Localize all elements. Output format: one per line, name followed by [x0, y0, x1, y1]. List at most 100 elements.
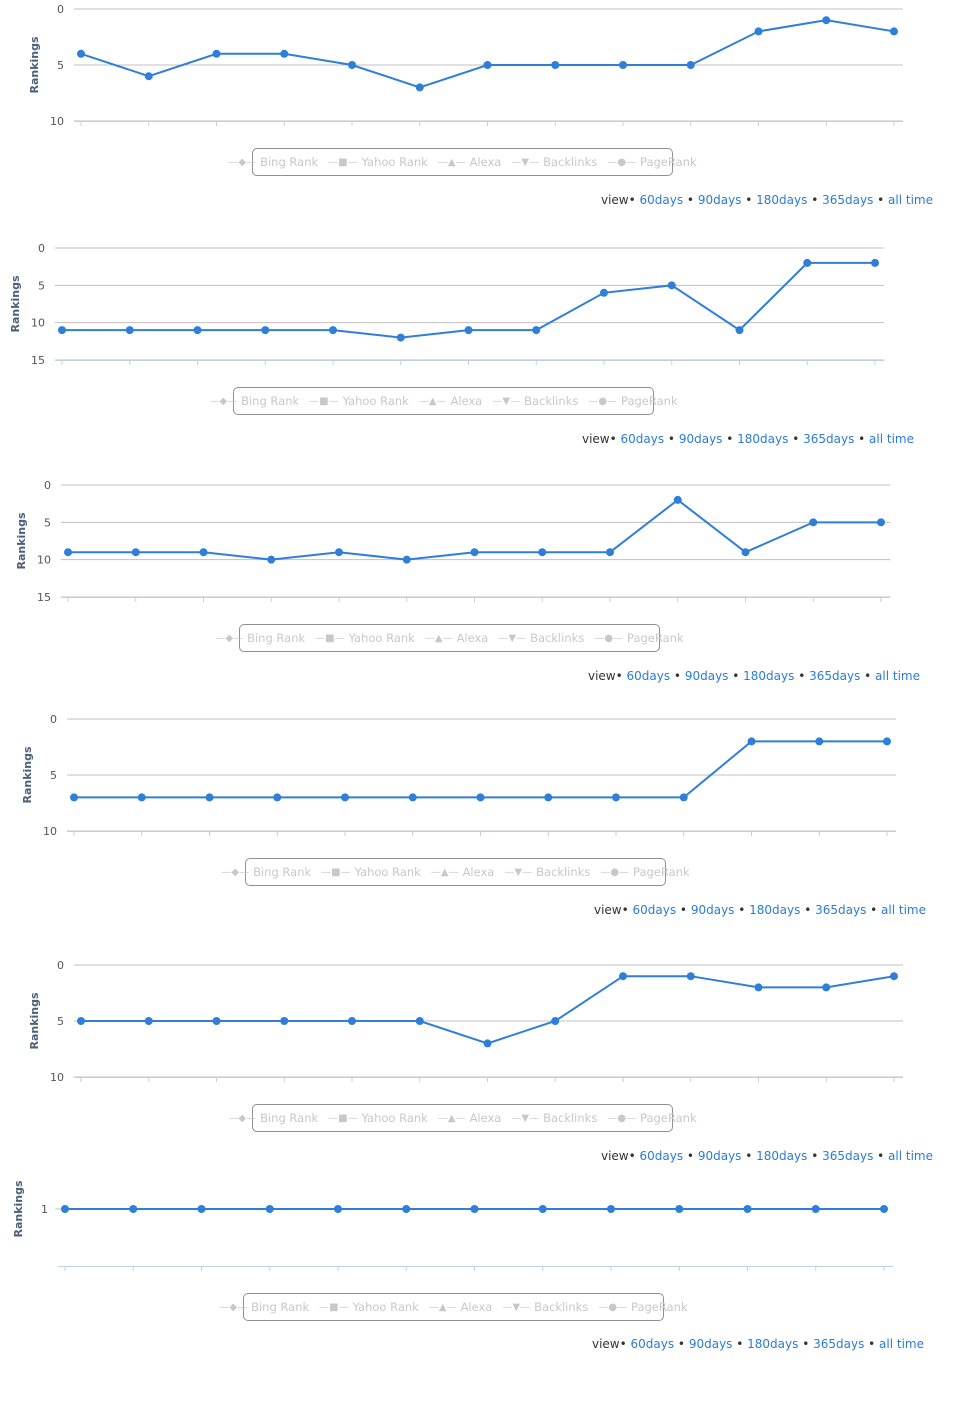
- legend-item[interactable]: —▼— Backlinks: [498, 631, 584, 645]
- data-point[interactable]: [137, 793, 146, 802]
- view-link-365days[interactable]: 365days: [803, 432, 855, 446]
- legend-item[interactable]: —■— Yahoo Rank: [319, 1300, 419, 1314]
- data-point[interactable]: [129, 1205, 138, 1213]
- legend-item[interactable]: —●— PageRank: [588, 394, 677, 408]
- legend-item[interactable]: —▲— Alexa: [425, 631, 489, 645]
- data-point[interactable]: [673, 495, 682, 504]
- legend-item[interactable]: —●— PageRank: [600, 865, 689, 879]
- data-point[interactable]: [61, 1205, 69, 1213]
- data-point[interactable]: [261, 326, 270, 335]
- legend-item[interactable]: —●— PageRank: [607, 1111, 696, 1125]
- view-link-90days[interactable]: 90days: [690, 903, 735, 917]
- data-point[interactable]: [265, 1205, 274, 1213]
- view-link-365days[interactable]: 365days: [822, 1149, 874, 1163]
- data-point[interactable]: [811, 1205, 820, 1213]
- data-point[interactable]: [476, 793, 485, 802]
- data-point[interactable]: [334, 1205, 342, 1213]
- legend-item[interactable]: —◆— Bing Rank: [228, 1111, 318, 1125]
- data-point[interactable]: [415, 1017, 424, 1025]
- view-link-90days[interactable]: 90days: [697, 1149, 742, 1163]
- legend-item[interactable]: —▼— Backlinks: [502, 1300, 588, 1314]
- data-point[interactable]: [335, 548, 343, 557]
- data-point[interactable]: [58, 326, 66, 335]
- view-link-all-time[interactable]: all time: [875, 669, 920, 683]
- data-point[interactable]: [70, 793, 78, 802]
- data-point[interactable]: [470, 548, 479, 557]
- data-point[interactable]: [341, 793, 349, 802]
- data-point[interactable]: [125, 326, 134, 335]
- data-point[interactable]: [747, 737, 756, 746]
- legend-item[interactable]: —▲— Alexa: [438, 1111, 502, 1125]
- view-link-all-time[interactable]: all time: [888, 193, 933, 207]
- data-point[interactable]: [600, 288, 608, 297]
- legend-item[interactable]: —■— Yahoo Rank: [309, 394, 409, 408]
- data-point[interactable]: [544, 793, 553, 802]
- data-point[interactable]: [348, 61, 356, 69]
- data-point[interactable]: [131, 548, 140, 557]
- data-point[interactable]: [667, 281, 676, 290]
- view-link-90days[interactable]: 90days: [697, 193, 742, 207]
- data-point[interactable]: [402, 1205, 411, 1213]
- view-link-180days[interactable]: 180days: [756, 193, 808, 207]
- view-link-all-time[interactable]: all time: [881, 903, 926, 917]
- data-point[interactable]: [809, 518, 818, 527]
- legend-item[interactable]: —▼— Backlinks: [492, 394, 578, 408]
- view-link-90days[interactable]: 90days: [678, 432, 723, 446]
- data-point[interactable]: [538, 1205, 547, 1213]
- data-point[interactable]: [815, 737, 824, 746]
- data-point[interactable]: [551, 1017, 560, 1025]
- data-point[interactable]: [483, 61, 492, 69]
- data-point[interactable]: [64, 548, 72, 557]
- view-link-90days[interactable]: 90days: [688, 1337, 733, 1351]
- data-point[interactable]: [532, 326, 541, 335]
- data-point[interactable]: [396, 333, 405, 342]
- legend-item[interactable]: —●— PageRank: [607, 155, 696, 169]
- data-point[interactable]: [606, 548, 614, 557]
- data-point[interactable]: [619, 972, 627, 981]
- data-point[interactable]: [402, 555, 411, 564]
- data-point[interactable]: [193, 326, 202, 335]
- legend-item[interactable]: —▼— Backlinks: [511, 155, 597, 169]
- legend-item[interactable]: —◆— Bing Rank: [209, 394, 299, 408]
- data-point[interactable]: [197, 1205, 206, 1213]
- data-point[interactable]: [803, 258, 812, 267]
- data-point[interactable]: [890, 27, 898, 36]
- data-point[interactable]: [743, 1205, 752, 1213]
- view-link-365days[interactable]: 365days: [822, 193, 874, 207]
- data-point[interactable]: [280, 49, 289, 58]
- data-point[interactable]: [329, 326, 337, 335]
- view-link-180days[interactable]: 180days: [756, 1149, 808, 1163]
- data-point[interactable]: [607, 1205, 615, 1213]
- data-point[interactable]: [348, 1017, 356, 1025]
- data-point[interactable]: [735, 326, 744, 335]
- data-point[interactable]: [686, 61, 695, 69]
- data-point[interactable]: [144, 72, 153, 81]
- data-point[interactable]: [741, 548, 750, 557]
- view-link-all-time[interactable]: all time: [888, 1149, 933, 1163]
- legend-item[interactable]: —◆— Bing Rank: [228, 155, 318, 169]
- data-point[interactable]: [408, 793, 417, 802]
- data-point[interactable]: [871, 258, 879, 267]
- data-point[interactable]: [144, 1017, 153, 1025]
- legend-item[interactable]: —■— Yahoo Rank: [328, 155, 428, 169]
- view-link-60days[interactable]: 60days: [639, 1149, 684, 1163]
- legend-item[interactable]: —◆— Bing Rank: [215, 631, 305, 645]
- data-point[interactable]: [686, 972, 695, 981]
- data-point[interactable]: [280, 1017, 289, 1025]
- data-point[interactable]: [538, 548, 547, 557]
- data-point[interactable]: [464, 326, 473, 335]
- view-link-180days[interactable]: 180days: [749, 903, 801, 917]
- legend-item[interactable]: —◆— Bing Rank: [219, 1300, 309, 1314]
- data-point[interactable]: [77, 49, 85, 58]
- view-link-180days[interactable]: 180days: [747, 1337, 799, 1351]
- legend-item[interactable]: —■— Yahoo Rank: [321, 865, 421, 879]
- data-point[interactable]: [883, 737, 891, 746]
- data-point[interactable]: [415, 83, 424, 92]
- legend-item[interactable]: —▲— Alexa: [431, 865, 495, 879]
- data-point[interactable]: [754, 983, 763, 992]
- data-point[interactable]: [267, 555, 276, 564]
- view-link-all-time[interactable]: all time: [869, 432, 914, 446]
- legend-item[interactable]: —●— PageRank: [598, 1300, 687, 1314]
- view-link-365days[interactable]: 365days: [813, 1337, 865, 1351]
- data-point[interactable]: [470, 1205, 479, 1213]
